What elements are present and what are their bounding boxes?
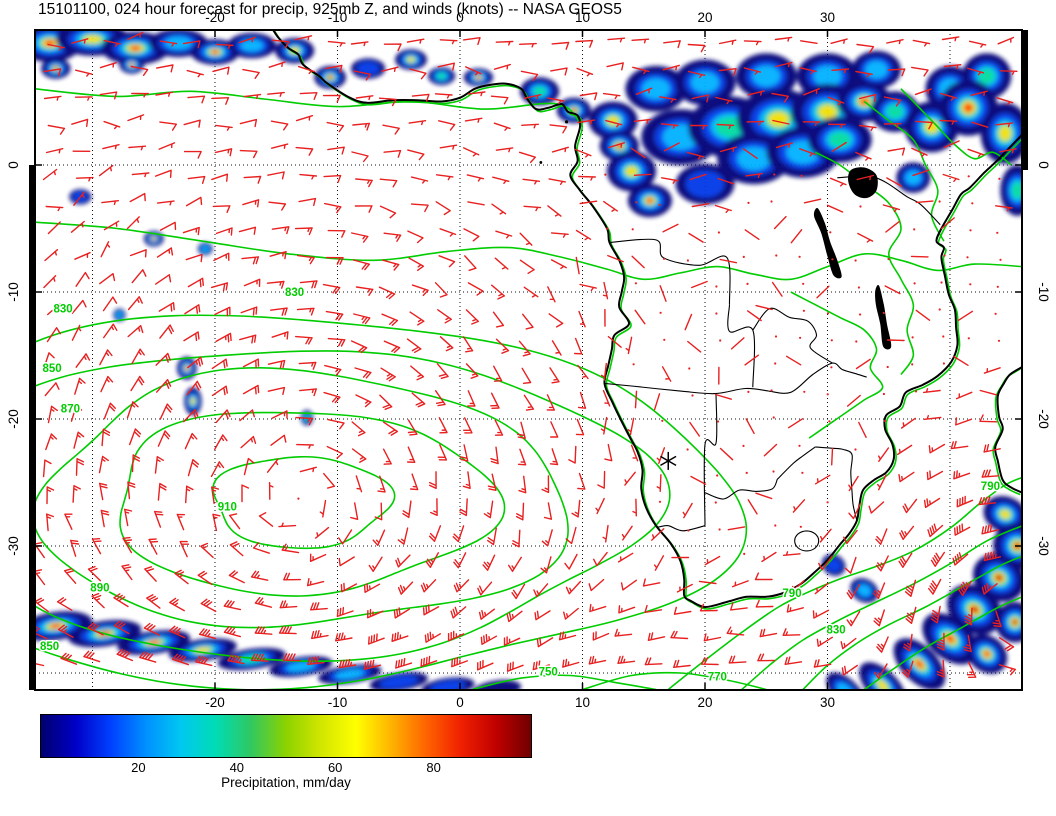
x-tick-label-top: 20 bbox=[697, 10, 712, 25]
frame-thick-right bbox=[1022, 30, 1028, 170]
x-tick-label-top: -20 bbox=[205, 10, 225, 25]
colorbar-ticks: 20 40 60 80 bbox=[40, 758, 532, 775]
frame-thick-left bbox=[29, 165, 35, 690]
x-tick-label-bottom: 0 bbox=[456, 695, 464, 710]
contour-label: 750 bbox=[539, 667, 558, 679]
x-tick-label-bottom: 20 bbox=[697, 695, 712, 710]
x-tick-label-bottom: 30 bbox=[820, 695, 835, 710]
x-tick-label-bottom: -20 bbox=[205, 695, 225, 710]
y-tick-label-left: -10 bbox=[6, 282, 21, 302]
colorbar-tick-label: 20 bbox=[131, 760, 146, 775]
x-tick-label-bottom: -10 bbox=[328, 695, 348, 710]
x-tick-label-top: -10 bbox=[328, 10, 348, 25]
contour-label: 890 bbox=[90, 583, 109, 595]
contour-label: 790 bbox=[782, 588, 801, 600]
precip-shading-layer bbox=[35, 30, 1022, 690]
colorbar-tick-label: 80 bbox=[426, 760, 441, 775]
x-tick-label-top: 10 bbox=[575, 10, 590, 25]
x-tick-label-top: 30 bbox=[820, 10, 835, 25]
wind-barbs-layer bbox=[35, 31, 1018, 679]
y-tick-label-right: -30 bbox=[1036, 536, 1051, 556]
colorbar-tick-label: 60 bbox=[327, 760, 343, 775]
y-tick-label-right: -10 bbox=[1036, 282, 1051, 302]
contour-label: 830 bbox=[285, 287, 304, 299]
contour-label: 850 bbox=[40, 641, 59, 653]
graticule bbox=[35, 30, 1022, 690]
colorbar-label: Precipitation, mm/day bbox=[221, 775, 351, 790]
contour-labels-layer: 830 850 870 830 910 890 850 750 770 790 830 790 bbox=[39, 285, 1002, 685]
y-tick-label-right: -20 bbox=[1036, 409, 1051, 429]
colorbar-tick-label: 40 bbox=[229, 760, 245, 775]
contour-label: 850 bbox=[43, 363, 62, 375]
contour-label: 870 bbox=[61, 404, 80, 416]
contour-label: 910 bbox=[218, 501, 237, 513]
y-tick-label-left: -20 bbox=[6, 409, 21, 429]
colorbar: 20 40 60 80 Precipitation, mm/day bbox=[40, 714, 532, 790]
x-tick-label-bottom: 10 bbox=[575, 695, 590, 710]
plot-title: 15101100, 024 hour forecast for precip, … bbox=[38, 1, 622, 18]
contour-label: 790 bbox=[981, 481, 1000, 493]
coastline-layer bbox=[271, 30, 1022, 609]
star-marker bbox=[660, 451, 677, 470]
contour-label: 770 bbox=[708, 672, 727, 684]
y-tick-label-right: 0 bbox=[1036, 161, 1051, 169]
y-tick-label-left: -30 bbox=[6, 536, 21, 556]
y-tick-label-left: 0 bbox=[6, 161, 21, 169]
colorbar-gradient bbox=[40, 714, 532, 758]
contour-label: 830 bbox=[54, 303, 73, 315]
x-tick-label-top: 0 bbox=[456, 10, 464, 25]
contour-label: 830 bbox=[827, 625, 846, 637]
